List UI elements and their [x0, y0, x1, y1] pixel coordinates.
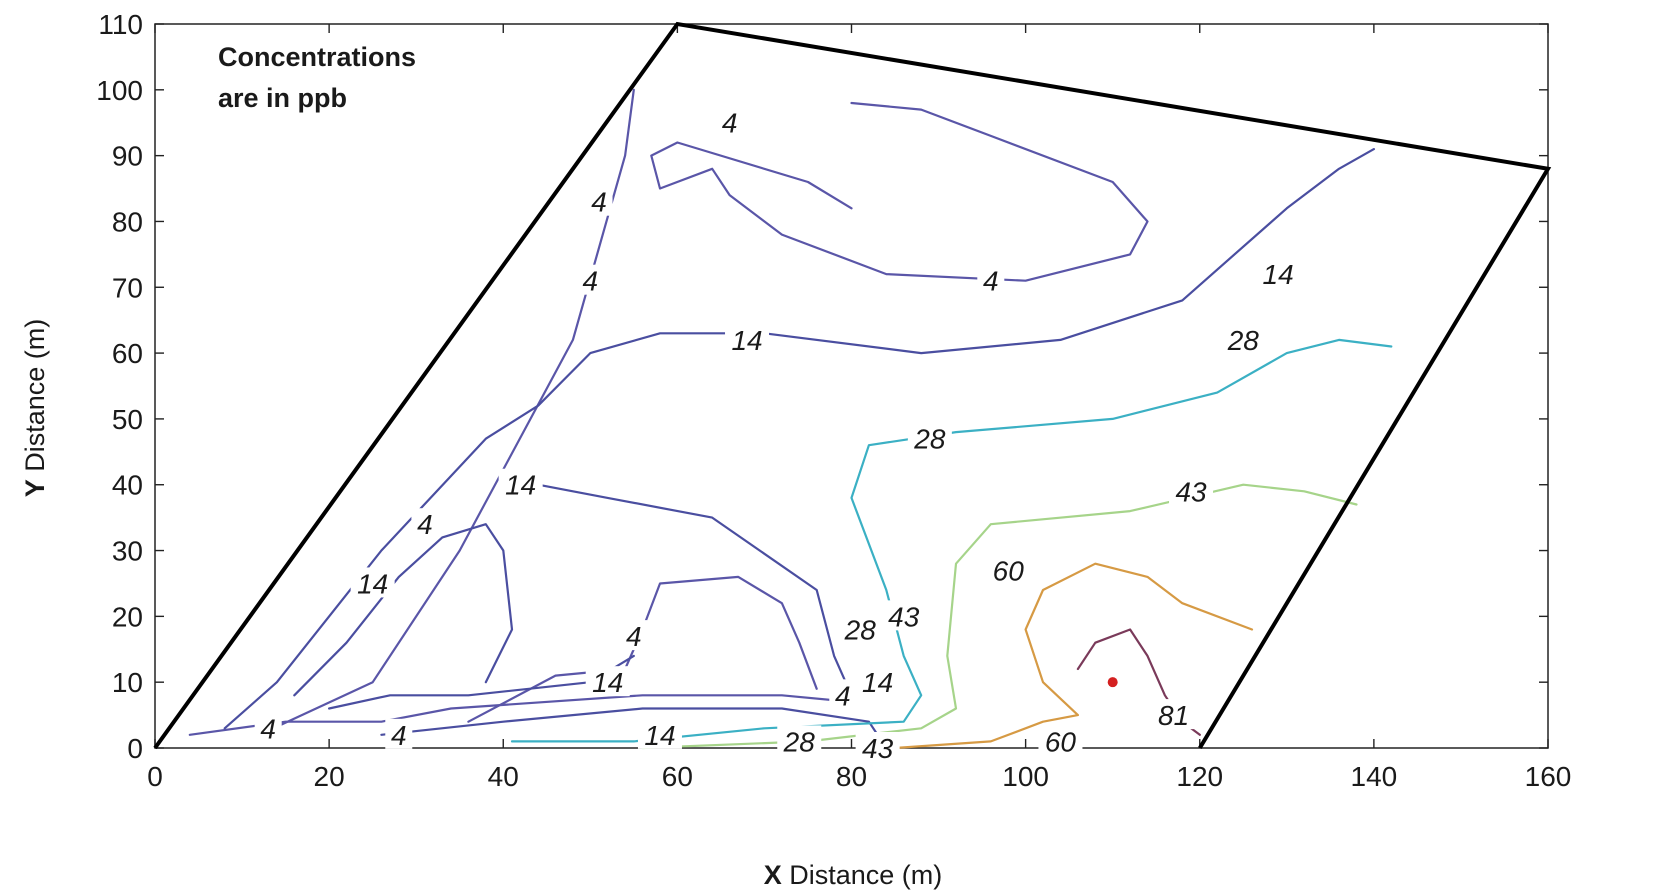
contour-label: 4 [983, 266, 999, 297]
source-point [1107, 677, 1118, 688]
contour-label: 4 [626, 621, 642, 652]
contour-label: 28 [783, 726, 816, 757]
y-tick-label: 30 [112, 536, 143, 567]
contour-label-background [637, 718, 682, 749]
contour-line-4 [258, 88, 635, 736]
contour-label: 60 [993, 555, 1025, 586]
contour-label-background [1256, 258, 1301, 289]
contour-label-background [725, 323, 770, 354]
contour-label-background [1221, 323, 1266, 354]
contour-label-background [829, 679, 857, 710]
contour-label-background [350, 567, 395, 598]
contour-label: 4 [591, 187, 607, 218]
contour-label-background [254, 712, 282, 743]
contour-label-background [777, 725, 822, 756]
contour-label-background [1151, 699, 1196, 730]
x-tick-label: 40 [488, 761, 519, 792]
annotation-line-1: Concentrations [218, 42, 416, 72]
contour-label-background [838, 613, 883, 644]
contour-label-background [716, 106, 744, 137]
y-tick-label: 0 [127, 733, 143, 764]
contour-label-background [385, 718, 413, 749]
contour-label: 14 [592, 667, 623, 698]
contour-label: 81 [1158, 700, 1189, 731]
y-tick-label: 80 [112, 206, 143, 237]
contour-label-background [881, 600, 926, 631]
x-tick-label: 0 [147, 761, 163, 792]
x-axis-label-rest: Distance (m) [782, 860, 943, 890]
contour-label-background [576, 264, 604, 295]
contour-label-background [411, 508, 439, 539]
y-axis-label-bold: Y [20, 479, 50, 497]
contour-label-background [907, 422, 952, 453]
y-axis-label: Y Distance (m) [20, 319, 50, 498]
contour-label: 4 [583, 266, 599, 297]
contour-line-14 [293, 523, 514, 697]
x-tick-label: 140 [1351, 761, 1398, 792]
contour-label-background [620, 620, 648, 651]
x-axis-label-bold: X [764, 860, 782, 890]
y-tick-label: 70 [112, 272, 143, 303]
contour-line-4 [650, 101, 1149, 282]
contour-label: 4 [835, 680, 851, 711]
y-tick-label: 10 [112, 667, 143, 698]
source-point-marker [1107, 677, 1118, 688]
y-axis-label-rest: Distance (m) [20, 319, 50, 480]
x-tick-label: 160 [1525, 761, 1572, 792]
contour-label-background [855, 666, 900, 697]
contour-line-4 [467, 575, 818, 723]
contour-label: 14 [505, 470, 536, 501]
x-tick-label: 60 [662, 761, 693, 792]
contour-label: 4 [260, 713, 276, 744]
domain-boundary [153, 21, 1552, 750]
contour-line-4 [188, 694, 853, 736]
y-tick-label: 90 [112, 141, 143, 172]
x-axis-label: X Distance (m) [764, 860, 943, 890]
contour-label: 14 [357, 568, 388, 599]
contour-label: 43 [1175, 476, 1207, 507]
annotation-line-2: are in ppb [218, 83, 347, 113]
contour-label: 14 [644, 720, 675, 751]
contour-label: 28 [1227, 325, 1260, 356]
contour-label: 43 [862, 733, 894, 764]
contour-label-background [498, 468, 543, 499]
y-tick-label: 100 [96, 75, 143, 106]
contour-label: 28 [844, 615, 877, 646]
contour-label: 14 [862, 667, 893, 698]
contour-label: 14 [1263, 259, 1294, 290]
contour-line-14 [380, 707, 888, 750]
contour-label-background [1038, 725, 1083, 756]
contour-label-background [1169, 475, 1214, 506]
x-tick-label: 100 [1002, 761, 1049, 792]
y-tick-label: 60 [112, 338, 143, 369]
y-tick-label: 50 [112, 404, 143, 435]
contour-label-background [585, 185, 613, 216]
x-tick-label: 20 [314, 761, 345, 792]
contour-label-background [977, 264, 1005, 295]
contour-label: 60 [1045, 726, 1077, 757]
x-tick-label: 80 [836, 761, 867, 792]
contour-line-14 [223, 148, 1375, 730]
x-tick-label: 120 [1176, 761, 1223, 792]
contour-label: 14 [731, 325, 762, 356]
contour-label: 4 [722, 108, 738, 139]
contour-label: 4 [417, 509, 433, 540]
y-tick-label: 110 [98, 9, 143, 40]
contour-label-background [585, 666, 630, 697]
boundary-outline [153, 21, 1552, 750]
contour-label-background [855, 732, 900, 762]
y-tick-label: 40 [112, 470, 143, 501]
tick-labels: 0 20 40 60 80 100 120 140 160 0 10 20 30 40 50 60 70 80 90… [96, 9, 1571, 792]
contour-label: 28 [913, 424, 946, 455]
contour-line-14 [537, 483, 853, 697]
contour-line-60 [893, 562, 1254, 750]
contour-label: 4 [391, 720, 407, 751]
contour-label-background [986, 554, 1031, 585]
contour-label: 43 [888, 601, 920, 632]
y-tick-label: 20 [112, 601, 143, 632]
